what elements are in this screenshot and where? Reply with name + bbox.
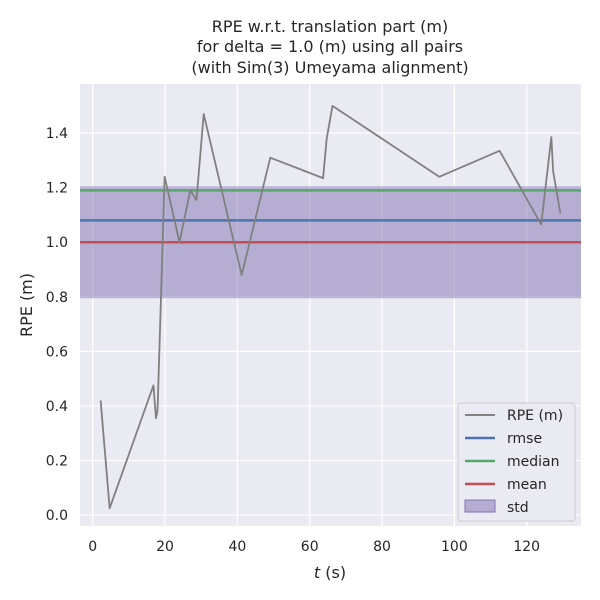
legend-median-label: median xyxy=(507,454,559,470)
x-tick-label: 120 xyxy=(513,539,540,555)
x-tick-label: 60 xyxy=(301,539,319,555)
x-tick-label: 0 xyxy=(88,539,97,555)
title-line-2: for delta = 1.0 (m) using all pairs xyxy=(197,37,463,56)
x-tick-label: 20 xyxy=(156,539,174,555)
x-axis-label: t (s) xyxy=(314,563,346,582)
y-tick-label: 0.2 xyxy=(46,454,68,470)
legend: RPE (m) rmse median mean std xyxy=(457,402,576,522)
legend-mean-label: mean xyxy=(507,477,547,493)
y-tick-label: 0.8 xyxy=(46,290,68,306)
x-tick-label: 40 xyxy=(228,539,246,555)
y-tick-label: 1.4 xyxy=(46,126,68,142)
y-tick-label: 0.0 xyxy=(46,508,68,524)
x-tick-labels: 0 20 40 60 80 100 120 xyxy=(88,539,540,555)
y-tick-label: 1.0 xyxy=(46,235,68,251)
y-tick-label: 1.2 xyxy=(46,181,68,197)
x-tick-label: 100 xyxy=(441,539,468,555)
chart-title: RPE w.r.t. translation part (m) for delt… xyxy=(191,17,468,77)
y-tick-label: 0.6 xyxy=(46,344,68,360)
y-axis-label: RPE (m) xyxy=(17,273,36,337)
legend-rpe-label: RPE (m) xyxy=(507,408,563,424)
rpe-series-line xyxy=(99,104,562,510)
legend-box xyxy=(457,402,576,522)
series-layer xyxy=(99,104,562,510)
y-tick-label: 0.4 xyxy=(46,399,68,415)
y-tick-labels: 0.0 0.2 0.4 0.6 0.8 1.0 1.2 1.4 xyxy=(46,126,68,524)
legend-std-swatch xyxy=(464,499,496,513)
title-line-1: RPE w.r.t. translation part (m) xyxy=(212,17,448,36)
legend-std-label: std xyxy=(507,500,529,516)
title-line-3: (with Sim(3) Umeyama alignment) xyxy=(191,58,468,77)
legend-rmse-label: rmse xyxy=(507,431,542,447)
x-tick-label: 80 xyxy=(373,539,391,555)
